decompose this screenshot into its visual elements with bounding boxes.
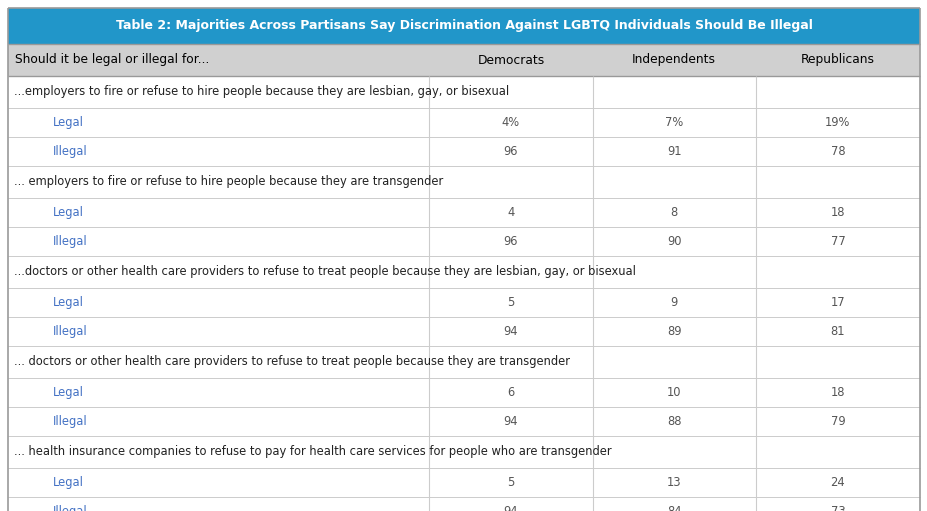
Text: 81: 81 (830, 325, 844, 338)
Text: 9: 9 (670, 296, 677, 309)
Text: 4: 4 (507, 206, 514, 219)
Text: Legal: Legal (53, 116, 83, 129)
Text: 96: 96 (503, 145, 517, 158)
Text: Legal: Legal (53, 386, 83, 399)
Text: 18: 18 (830, 206, 844, 219)
Text: 4%: 4% (502, 116, 519, 129)
Text: 19%: 19% (824, 116, 850, 129)
Text: 73: 73 (830, 505, 844, 511)
Bar (8, 346, 919, 378)
Bar (8, 137, 919, 166)
Text: 24: 24 (830, 476, 844, 489)
Text: Illegal: Illegal (53, 235, 87, 248)
Bar (8, 76, 919, 108)
Text: Illegal: Illegal (53, 505, 87, 511)
Bar (8, 317, 919, 346)
Text: 7%: 7% (665, 116, 682, 129)
Text: 94: 94 (503, 505, 517, 511)
Text: Democrats: Democrats (476, 54, 544, 66)
Text: 94: 94 (503, 415, 517, 428)
Bar (8, 256, 919, 288)
Text: 8: 8 (670, 206, 677, 219)
Text: Table 2: Majorities Across Partisans Say Discrimination Against LGBTQ Individual: Table 2: Majorities Across Partisans Say… (116, 19, 811, 33)
Text: Legal: Legal (53, 206, 83, 219)
Text: Illegal: Illegal (53, 325, 87, 338)
Bar (8, 436, 919, 468)
Bar (8, 378, 919, 407)
Text: 10: 10 (667, 386, 680, 399)
Bar (8, 407, 919, 436)
Text: Independents: Independents (631, 54, 716, 66)
Text: 18: 18 (830, 386, 844, 399)
Text: Illegal: Illegal (53, 415, 87, 428)
Text: ...employers to fire or refuse to hire people because they are lesbian, gay, or : ...employers to fire or refuse to hire p… (14, 85, 508, 99)
Text: 5: 5 (507, 476, 514, 489)
Text: ... employers to fire or refuse to hire people because they are transgender: ... employers to fire or refuse to hire … (14, 175, 442, 189)
Text: 17: 17 (830, 296, 844, 309)
Text: 94: 94 (503, 325, 517, 338)
Text: Legal: Legal (53, 476, 83, 489)
Text: Legal: Legal (53, 296, 83, 309)
Text: 78: 78 (830, 145, 844, 158)
Text: 79: 79 (830, 415, 844, 428)
Text: 6: 6 (507, 386, 514, 399)
Bar (8, 108, 919, 137)
Text: ...doctors or other health care providers to refuse to treat people because they: ...doctors or other health care provider… (14, 266, 635, 278)
Bar (8, 468, 919, 497)
Text: 13: 13 (667, 476, 680, 489)
Text: ... doctors or other health care providers to refuse to treat people because the: ... doctors or other health care provide… (14, 356, 569, 368)
Text: ... health insurance companies to refuse to pay for health care services for peo: ... health insurance companies to refuse… (14, 446, 611, 458)
Text: Illegal: Illegal (53, 145, 87, 158)
Text: 84: 84 (667, 505, 680, 511)
Bar (8, 227, 919, 256)
Text: 89: 89 (667, 325, 680, 338)
Bar (8, 8, 919, 44)
Text: 77: 77 (830, 235, 844, 248)
Bar (8, 497, 919, 511)
Text: 91: 91 (667, 145, 680, 158)
Text: 5: 5 (507, 296, 514, 309)
Text: Should it be legal or illegal for...: Should it be legal or illegal for... (16, 54, 210, 66)
Text: 96: 96 (503, 235, 517, 248)
Bar (8, 288, 919, 317)
Text: 90: 90 (667, 235, 680, 248)
Bar (8, 198, 919, 227)
Text: Republicans: Republicans (800, 54, 874, 66)
Text: 88: 88 (667, 415, 680, 428)
Bar (8, 44, 919, 76)
Bar (8, 166, 919, 198)
